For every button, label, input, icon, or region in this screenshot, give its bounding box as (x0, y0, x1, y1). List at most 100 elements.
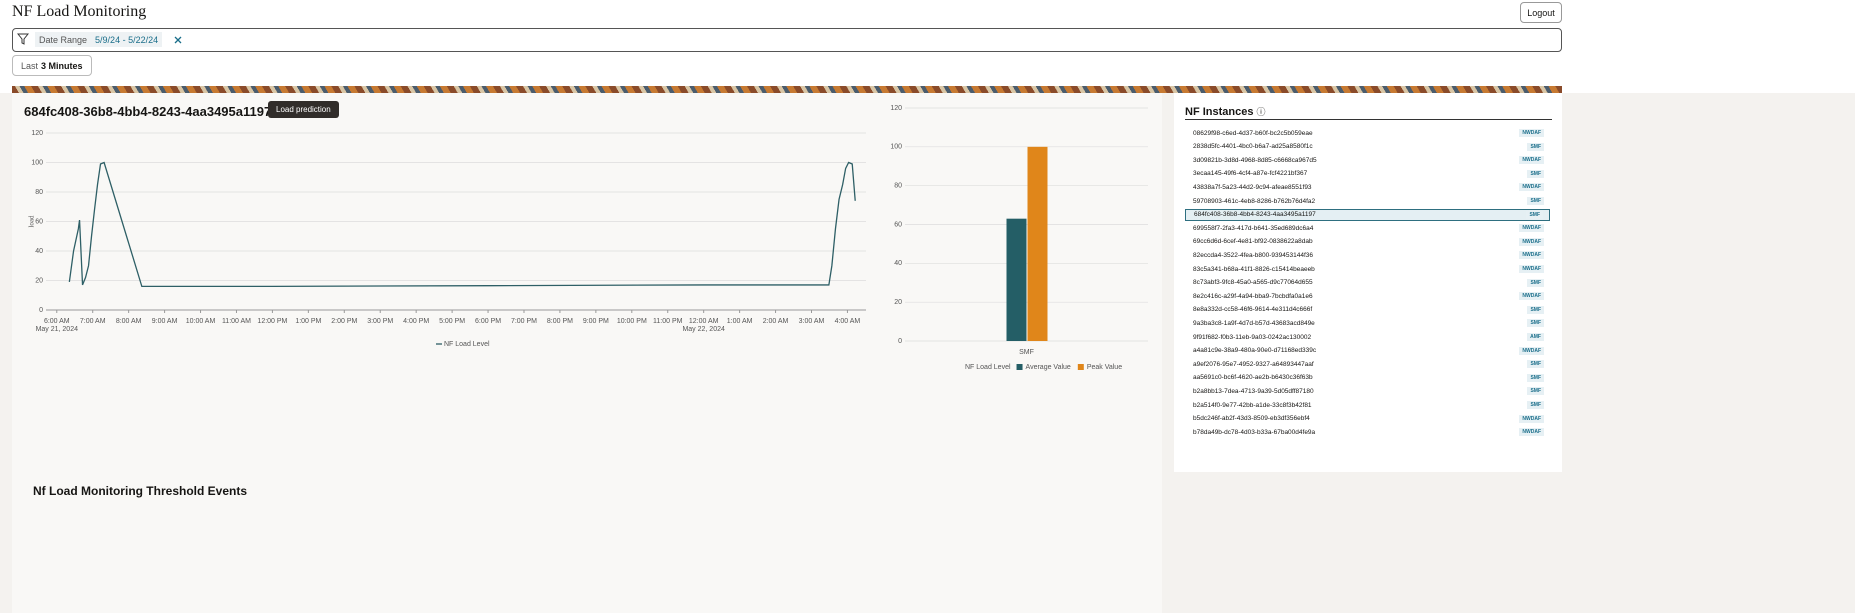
instance-tag: AMF (1527, 333, 1544, 341)
bar (1027, 146, 1048, 341)
y-tick-label: 40 (35, 248, 43, 255)
instance-row[interactable]: 08629f98-c6ed-4d37-b60f-bc2c5b059eae NWDA… (1185, 127, 1550, 139)
legend-swatch (1077, 364, 1084, 370)
time-value: 3 Minutes (41, 60, 83, 71)
filter-bar[interactable]: Date Range 5/9/24 - 5/22/24 (12, 28, 1562, 52)
legend-label: Peak Value (1087, 364, 1122, 371)
instance-tag: NWDAF (1519, 237, 1544, 246)
events-title: Nf Load Monitoring Threshold Events (33, 484, 247, 498)
instance-row[interactable]: 2838d5fc-4401-4bc0-b6a7-ad25a8580f1c SMF (1185, 141, 1550, 153)
y-axis-label: load (28, 215, 36, 228)
instance-id: 82eccda4-3522-4fea-b800-939453144f36 (1193, 251, 1313, 259)
instances-title-text: NF Instances (1185, 106, 1254, 118)
chart-card (12, 93, 1162, 613)
instance-row[interactable]: a9ef2076-95e7-4952-9327-a64893447aaf SMF (1185, 358, 1550, 370)
panel-title: 684fc408-36b8-4bb4-8243-4aa3495a1197 (24, 104, 272, 119)
instance-tag: SMF (1527, 373, 1544, 382)
x-tick-label: 10:00 AM (186, 318, 216, 325)
x-tick-label: 11:00 PM (653, 318, 683, 325)
instance-row[interactable]: 59708903-461c-4eb8-8286-b762b76d4fa2 SMF (1185, 195, 1550, 207)
instance-row[interactable]: 9a3ba3c8-1a9f-4d7d-b57d-43683acd849e SMF (1185, 317, 1550, 329)
instance-row[interactable]: b78da49b-dc78-4d03-b33a-67ba00d4fe9a NWDA… (1185, 426, 1550, 438)
instance-row[interactable]: a4a81c9e-38a9-480a-90e0-d71168ed339c NWDA… (1185, 345, 1550, 357)
filter-chip[interactable]: Date Range 5/9/24 - 5/22/24 (35, 32, 163, 47)
instance-id: 8e8a332d-cc58-46f6-9614-4e311d4c666f (1193, 306, 1313, 314)
clear-icon[interactable] (173, 35, 183, 45)
instance-row[interactable]: 69cc6d6d-6cef-4e81-bf92-0838622a8dab NWDA… (1185, 236, 1550, 248)
instance-row[interactable]: b2a514f0-9e77-42bb-a1de-33c8f3b42f81 SMF (1185, 399, 1550, 411)
x-tick-label: 1:00 PM (295, 318, 321, 325)
instance-row[interactable]: 8c73abf3-9fc8-45a0-a565-d9c77064d655 SMF (1185, 277, 1550, 289)
divider (1185, 119, 1552, 120)
instance-row[interactable]: 684fc408-36b8-4bb4-8243-4aa3495a1197 SMF (1185, 208, 1550, 221)
instance-id: a4a81c9e-38a9-480a-90e0-d71168ed339c (1193, 347, 1317, 355)
logout-button[interactable]: Logout (1520, 2, 1562, 23)
x-tick-label: 6:00 PM (475, 318, 501, 325)
instance-row[interactable]: 8e2c416c-a29f-4a94-bba9-7bcbdfa0a1e6 NWDA… (1185, 290, 1550, 302)
bar (1006, 218, 1027, 341)
y-tick-label: 60 (35, 218, 43, 225)
x-tick-label: 2:00 AM (763, 318, 789, 325)
x-tick-label: 6:00 AM (44, 318, 70, 325)
instance-row[interactable]: b5dc246f-ab2f-43d3-8509-eb3df356ebf4 NWDA… (1185, 413, 1550, 425)
instance-tag: NWDAF (1519, 251, 1544, 260)
instance-row[interactable]: 43838a7f-5a23-44d2-9c94-afeae8551f93 NWDA… (1185, 181, 1550, 193)
y-tick-label: 0 (39, 307, 43, 314)
instance-id: 684fc408-36b8-4bb4-8243-4aa3495a1197 (1194, 211, 1316, 219)
instance-tag: SMF (1527, 305, 1544, 314)
instance-id: a9ef2076-95e7-4952-9327-a64893447aaf (1193, 360, 1314, 368)
instances-list: 08629f98-c6ed-4d37-b60f-bc2c5b059eae NWDA… (1185, 127, 1552, 447)
decor-band (12, 86, 1562, 93)
x-date-label: May 21, 2024 (36, 326, 79, 333)
instance-row[interactable]: aa5691c0-bc6f-4620-ae2b-b6430c36f63b SMF (1185, 372, 1550, 384)
instance-id: 9a3ba3c8-1a9f-4d7d-b57d-43683acd849e (1193, 319, 1315, 327)
instance-tag: NWDAF (1519, 428, 1544, 437)
instance-row[interactable]: 3ecaa145-49f6-4cf4-a87e-fcf4221bf367 SMF (1185, 168, 1550, 180)
y-tick-label: 80 (894, 183, 902, 190)
instance-row[interactable]: 83c5a341-b68a-41f1-8826-c15414beaeeb NWDA… (1185, 263, 1550, 275)
instance-tag: SMF (1527, 197, 1544, 205)
y-tick-label: 80 (35, 189, 43, 196)
y-tick-label: 0 (898, 338, 902, 345)
instance-row[interactable]: 9f91f682-f0b3-11eb-9a03-0242ac130002 AMF (1185, 331, 1550, 343)
instances-title: NF Instances ⓘ (1185, 106, 1266, 118)
instance-row[interactable]: 699558f7-2fa3-417d-b641-35ed689dc6a4 NWDA… (1185, 222, 1550, 234)
x-tick-label: 8:00 PM (547, 318, 573, 325)
instance-id: 3d09821b-3d8d-4968-8d85-c6668ca967d5 (1193, 156, 1317, 164)
instance-id: aa5691c0-bc6f-4620-ae2b-b6430c36f63b (1193, 374, 1313, 382)
x-tick-label: 12:00 AM (689, 318, 719, 325)
instance-id: 2838d5fc-4401-4bc0-b6a7-ad25a8580f1c (1193, 143, 1313, 151)
instance-tag: NWDAF (1519, 156, 1544, 165)
time-button[interactable]: Last 3 Minutes (12, 55, 92, 76)
instance-id: b78da49b-dc78-4d03-b33a-67ba00d4fe9a (1193, 428, 1316, 436)
instances-panel: NF Instances ⓘ 08629f98-c6ed-4d37-b60f-b… (1174, 93, 1562, 472)
y-tick-label: 20 (894, 299, 902, 306)
filter-icon (17, 33, 29, 45)
instance-tag: NWDAF (1519, 346, 1544, 355)
instance-tag: NWDAF (1519, 183, 1544, 192)
x-tick-label: 7:00 AM (80, 318, 106, 325)
instance-tag: NWDAF (1519, 292, 1544, 301)
x-tick-label: 11:00 AM (222, 318, 251, 325)
instance-id: 59708903-461c-4eb8-8286-b762b76d4fa2 (1193, 197, 1316, 205)
instance-row[interactable]: 82eccda4-3522-4fea-b800-939453144f36 NWDA… (1185, 249, 1550, 261)
instance-tag: SMF (1527, 142, 1544, 151)
line-series (68, 161, 856, 288)
instance-id: 3ecaa145-49f6-4cf4-a87e-fcf4221bf367 (1193, 170, 1308, 178)
x-tick-label: 7:00 PM (511, 318, 537, 325)
legend-swatch (1016, 364, 1023, 370)
instance-row[interactable]: 3d09821b-3d8d-4968-8d85-c6668ca967d5 NWDA… (1185, 154, 1550, 166)
y-tick-label: 120 (890, 105, 902, 112)
instance-id: 9f91f682-f0b3-11eb-9a03-0242ac130002 (1193, 333, 1312, 341)
instance-tag: SMF (1527, 360, 1544, 369)
instance-row[interactable]: b2a8bb13-7dea-4713-9a39-5d05dff87180 SMF (1185, 385, 1550, 397)
instance-tag: SMF (1526, 210, 1543, 219)
y-tick-label: 60 (894, 221, 902, 228)
x-tick-label: 12:00 PM (257, 318, 287, 325)
instance-tag: NWDAF (1519, 129, 1544, 137)
prediction-button[interactable]: Load prediction (268, 101, 339, 118)
instance-id: b2a514f0-9e77-42bb-a1de-33c8f3b42f81 (1193, 401, 1312, 409)
instance-row[interactable]: 8e8a332d-cc58-46f6-9614-4e311d4c666f SMF (1185, 304, 1550, 316)
filter-value: 5/9/24 - 5/22/24 (95, 34, 159, 45)
